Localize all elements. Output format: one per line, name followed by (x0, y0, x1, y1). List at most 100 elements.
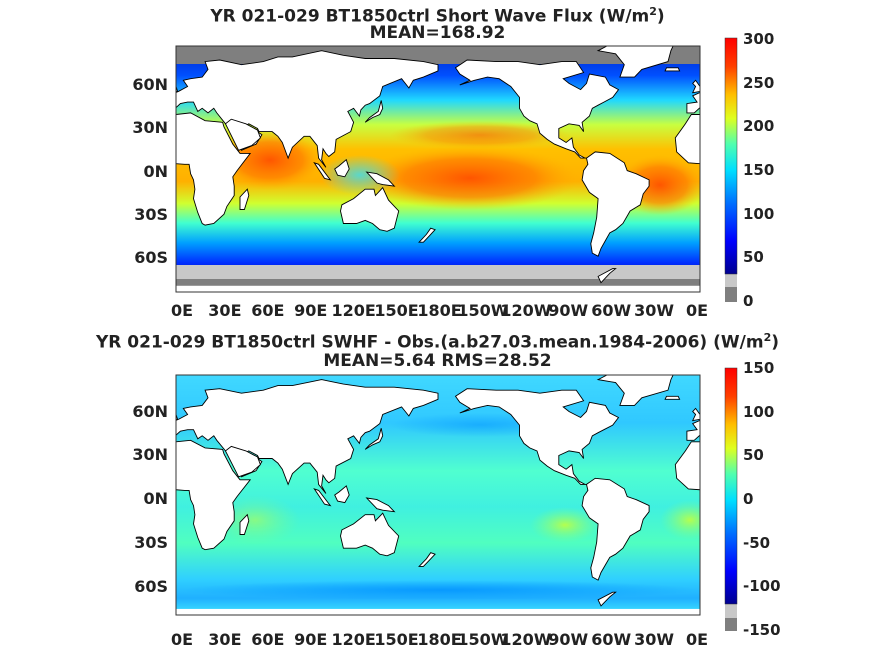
colorbar-tick-label: -50 (743, 533, 771, 552)
landmass-antarctica (176, 285, 700, 292)
colorbar-tick-label: 100 (743, 402, 775, 421)
panel2-frame (175, 374, 701, 616)
panel1-lat-label: 60S (134, 248, 168, 267)
landmass-africa (674, 441, 700, 491)
lon-tick-label: 150E (374, 630, 419, 649)
colorbar-tick-label: -100 (743, 577, 781, 596)
landmass-sumatra (313, 488, 332, 507)
colorbar-tick-label: 150 (743, 359, 775, 377)
landmass-nz (418, 552, 436, 567)
lon-tick-label: 150E (374, 301, 419, 320)
colorbar-tick-label: -150 (743, 621, 781, 639)
landmass-borneo (859, 486, 874, 503)
landmass-eurasia (686, 419, 700, 441)
lon-tick-label: 150W (457, 630, 509, 649)
landmass-greenland (596, 46, 674, 78)
lon-tick-label: 90W (548, 301, 589, 320)
panel1-colorbar-missing (725, 287, 737, 302)
lon-tick-label: 60W (591, 630, 632, 649)
landmass-nz (418, 227, 436, 243)
panel1-colorbar-ramp (724, 37, 738, 275)
landmass-arabia_fix (224, 445, 261, 478)
panel1-pacific-warm-pool (360, 146, 580, 210)
panel1-lat-label: 60N (132, 75, 168, 94)
landmass-australia (865, 188, 875, 232)
landmass-newguinea (365, 171, 396, 187)
panel2-land (0, 370, 874, 615)
panel2-colorbar (724, 367, 738, 631)
landmass-greenland (74, 370, 150, 405)
landmass-uk (691, 407, 700, 422)
lon-tick-label: 120W (500, 301, 552, 320)
lon-tick-label: 30E (208, 301, 242, 320)
landmass-eurasia (686, 92, 700, 114)
lon-tick-label: 30W (634, 301, 675, 320)
lon-tick-label: 120E (331, 630, 376, 649)
lon-tick-label: 90E (294, 301, 328, 320)
panel2-title: YR 021-029 BT1850ctrl SWHF - Obs.(a.b27.… (95, 331, 780, 353)
colorbar-tick-label: 100 (743, 204, 775, 223)
lon-tick-label: 0E (685, 301, 709, 320)
colorbar-tick-label: 50 (743, 248, 764, 267)
lon-tick-label: 30E (208, 630, 242, 649)
landmass-africa (176, 112, 252, 226)
panel2-seatl-warm (660, 500, 700, 540)
landmass-uk (691, 79, 700, 94)
landmass-antarctic_pen (597, 591, 617, 607)
lon-tick-label: 180E (417, 301, 462, 320)
landmass-borneo (859, 160, 874, 177)
landmass-japan (364, 100, 384, 123)
landmass-iceland (141, 396, 156, 399)
lon-tick-label: 90E (294, 630, 328, 649)
panel1-lat-label: 30S (134, 205, 168, 224)
lon-tick-label: 0E (170, 630, 194, 649)
landmass-namerica (454, 59, 620, 159)
panel2-sepac-warm (530, 507, 600, 543)
colorbar-tick-label: 250 (743, 73, 775, 92)
landmass-iceland (664, 67, 681, 72)
panel1-antarctic-ice (176, 265, 700, 279)
landmass-samerica (581, 477, 650, 581)
lon-tick-label: 60W (591, 301, 632, 320)
panel2-colorbar-ramp (724, 367, 738, 605)
lon-tick-label: 60E (251, 630, 285, 649)
landmass-greenland (596, 375, 674, 406)
panel2-lat-label: 60N (132, 402, 168, 421)
panel2-colorbar-missing (725, 618, 737, 631)
landmass-africa (176, 439, 252, 551)
landmass-iceland (664, 395, 681, 400)
colorbar-tick-label: 0 (743, 490, 754, 508)
landmass-africa (674, 114, 700, 165)
landmass-japan (364, 428, 384, 450)
landmass-sumatra (838, 489, 854, 506)
lon-tick-label: 0E (170, 301, 194, 320)
landmass-namerica (0, 389, 95, 485)
landmass-australia (340, 186, 400, 232)
panel1-npac-warm (390, 121, 570, 149)
landmass-madagascar (239, 513, 250, 535)
panel1-colorbar-ice (725, 274, 737, 287)
lon-tick-label: 150W (457, 301, 509, 320)
lon-tick-label: 0E (685, 630, 709, 649)
panel1-colorbar (724, 37, 738, 302)
lon-tick-label: 30W (634, 630, 675, 649)
landmass-sumatra (313, 161, 332, 181)
panel1-frame (175, 45, 701, 293)
colorbar-tick-label: 150 (743, 161, 775, 179)
lon-tick-label: 90W (548, 630, 589, 649)
landmass-greenland (74, 41, 150, 77)
panel2-lat-label: 30S (134, 533, 168, 552)
lon-tick-label: 120W (500, 630, 552, 649)
landmass-antarctica (176, 608, 700, 615)
panel2-stats: MEAN=5.64 RMS=28.52 (323, 351, 552, 371)
panel2-lat-label: 60S (134, 577, 168, 596)
landmass-antarctic_pen (74, 592, 92, 606)
colorbar-tick-label: 50 (743, 446, 764, 465)
landmass-arabia_fix (224, 118, 261, 151)
panel1-title: YR 021-029 BT1850ctrl Short Wave Flux (W… (210, 5, 665, 27)
panel1-maritime-cloud (320, 155, 400, 195)
landmass-iceland (141, 68, 156, 71)
lon-tick-label: 60E (251, 301, 285, 320)
landmass-madagascar (239, 188, 250, 210)
